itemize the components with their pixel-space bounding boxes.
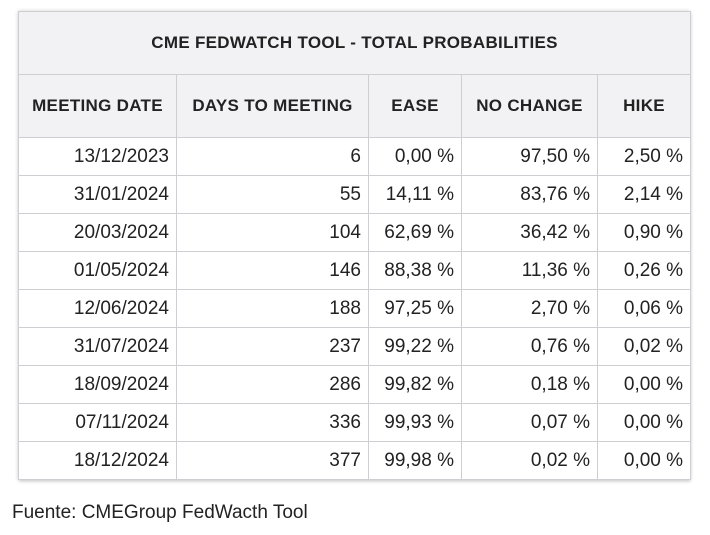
table-row: 20/03/2024 104 62,69 % 36,42 % 0,90 % bbox=[18, 213, 692, 252]
column-header-no-change: NO CHANGE bbox=[461, 74, 598, 138]
meeting-date-cell: 01/05/2024 bbox=[18, 251, 177, 290]
days-to-meeting-cell: 55 bbox=[176, 175, 369, 214]
probabilities-table: CME FEDWATCH TOOL - TOTAL PROBABILITIES … bbox=[17, 11, 692, 480]
probabilities-table-container: CME FEDWATCH TOOL - TOTAL PROBABILITIES … bbox=[17, 11, 692, 480]
table-row: 18/09/2024 286 99,82 % 0,18 % 0,00 % bbox=[18, 365, 692, 404]
days-to-meeting-cell: 146 bbox=[176, 251, 369, 290]
table-row: 31/07/2024 237 99,22 % 0,76 % 0,02 % bbox=[18, 327, 692, 366]
no-change-cell: 0,07 % bbox=[461, 403, 598, 442]
table-title-row: CME FEDWATCH TOOL - TOTAL PROBABILITIES bbox=[17, 11, 692, 75]
column-header-hike: HIKE bbox=[596, 74, 692, 138]
meeting-date-cell: 07/11/2024 bbox=[18, 403, 177, 442]
table-row: 01/05/2024 146 88,38 % 11,36 % 0,26 % bbox=[18, 251, 692, 290]
hike-cell: 0,00 % bbox=[596, 365, 692, 404]
no-change-cell: 0,18 % bbox=[461, 365, 598, 404]
no-change-cell: 36,42 % bbox=[461, 213, 598, 252]
table-header-row: MEETING DATE DAYS TO MEETING EASE NO CHA… bbox=[18, 74, 692, 138]
hike-cell: 2,14 % bbox=[596, 175, 692, 214]
hike-cell: 0,02 % bbox=[596, 327, 692, 366]
ease-cell: 99,82 % bbox=[368, 365, 462, 404]
table-row: 12/06/2024 188 97,25 % 2,70 % 0,06 % bbox=[18, 289, 692, 328]
days-to-meeting-cell: 286 bbox=[176, 365, 369, 404]
ease-cell: 14,11 % bbox=[368, 175, 462, 214]
no-change-cell: 2,70 % bbox=[461, 289, 598, 328]
hike-cell: 0,26 % bbox=[596, 251, 692, 290]
ease-cell: 97,25 % bbox=[368, 289, 462, 328]
meeting-date-cell: 20/03/2024 bbox=[18, 213, 177, 252]
no-change-cell: 0,02 % bbox=[461, 441, 598, 480]
table-row: 18/12/2024 377 99,98 % 0,02 % 0,00 % bbox=[18, 441, 692, 480]
no-change-cell: 11,36 % bbox=[461, 251, 598, 290]
ease-cell: 99,98 % bbox=[368, 441, 462, 480]
meeting-date-cell: 13/12/2023 bbox=[18, 137, 177, 176]
ease-cell: 99,93 % bbox=[368, 403, 462, 442]
days-to-meeting-cell: 377 bbox=[176, 441, 369, 480]
ease-cell: 0,00 % bbox=[368, 137, 462, 176]
column-header-meeting-date: MEETING DATE bbox=[18, 74, 177, 138]
hike-cell: 2,50 % bbox=[596, 137, 692, 176]
ease-cell: 88,38 % bbox=[368, 251, 462, 290]
table-row: 13/12/2023 6 0,00 % 97,50 % 2,50 % bbox=[18, 137, 692, 176]
source-caption: Fuente: CMEGroup FedWacth Tool bbox=[12, 502, 308, 523]
days-to-meeting-cell: 6 bbox=[176, 137, 369, 176]
hike-cell: 0,06 % bbox=[596, 289, 692, 328]
column-header-days-to-meeting: DAYS TO MEETING bbox=[176, 74, 369, 138]
table-title: CME FEDWATCH TOOL - TOTAL PROBABILITIES bbox=[17, 11, 692, 75]
meeting-date-cell: 18/12/2024 bbox=[18, 441, 177, 480]
meeting-date-cell: 31/07/2024 bbox=[18, 327, 177, 366]
hike-cell: 0,00 % bbox=[596, 441, 692, 480]
days-to-meeting-cell: 336 bbox=[176, 403, 369, 442]
meeting-date-cell: 18/09/2024 bbox=[18, 365, 177, 404]
no-change-cell: 97,50 % bbox=[461, 137, 598, 176]
table-row: 31/01/2024 55 14,11 % 83,76 % 2,14 % bbox=[18, 175, 692, 214]
column-header-ease: EASE bbox=[368, 74, 462, 138]
meeting-date-cell: 31/01/2024 bbox=[18, 175, 177, 214]
hike-cell: 0,00 % bbox=[596, 403, 692, 442]
hike-cell: 0,90 % bbox=[596, 213, 692, 252]
table-row: 07/11/2024 336 99,93 % 0,07 % 0,00 % bbox=[18, 403, 692, 442]
days-to-meeting-cell: 237 bbox=[176, 327, 369, 366]
days-to-meeting-cell: 104 bbox=[176, 213, 369, 252]
no-change-cell: 0,76 % bbox=[461, 327, 598, 366]
meeting-date-cell: 12/06/2024 bbox=[18, 289, 177, 328]
ease-cell: 99,22 % bbox=[368, 327, 462, 366]
ease-cell: 62,69 % bbox=[368, 213, 462, 252]
days-to-meeting-cell: 188 bbox=[176, 289, 369, 328]
no-change-cell: 83,76 % bbox=[461, 175, 598, 214]
